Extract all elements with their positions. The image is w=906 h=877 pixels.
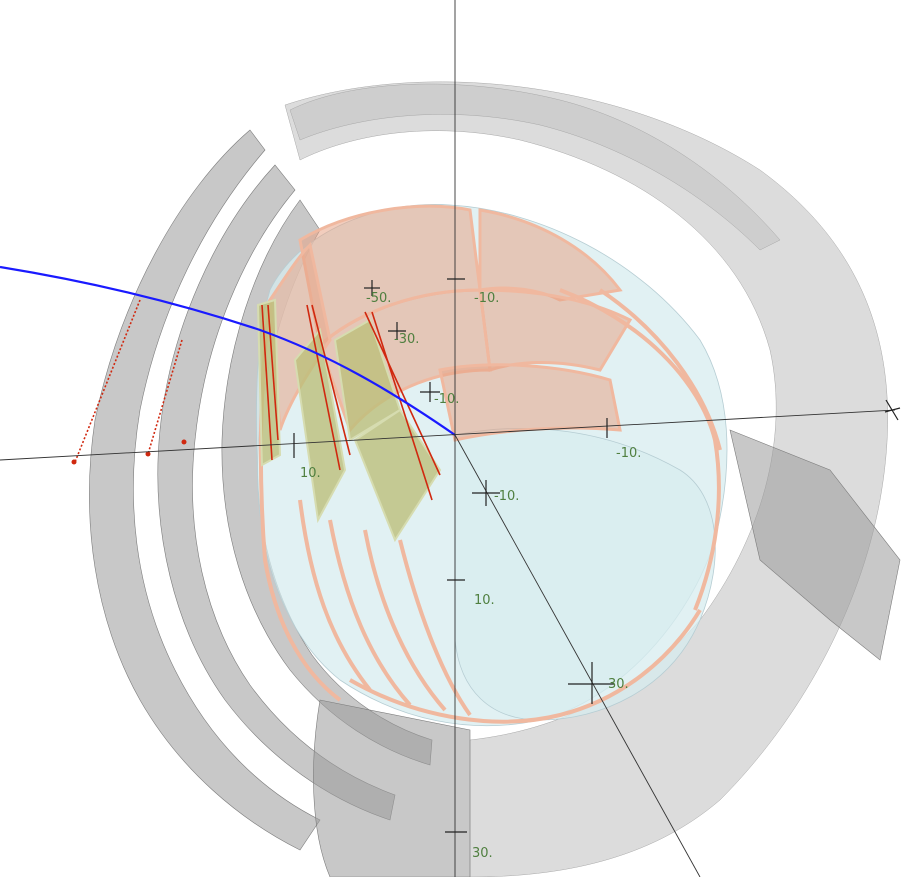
red-line-6	[371, 311, 433, 501]
tick-labels: -50. -10. -30. -10. -10. -10. 10. 10. 30…	[300, 291, 641, 861]
red-line-3	[306, 304, 341, 471]
tick-label-lower-a: 10.	[474, 593, 495, 608]
red-point-1	[71, 459, 77, 465]
rib-1	[559, 288, 721, 611]
olive-panel-4	[353, 408, 442, 543]
red-point-2	[145, 451, 151, 457]
red-lines	[74, 299, 441, 501]
salmon-panel-2	[478, 208, 623, 302]
salmon-panel-6	[268, 241, 332, 431]
tick-label-mid-b: -10.	[434, 392, 459, 407]
tick-label-bottom-a: 30.	[472, 846, 493, 861]
red-line-2	[267, 304, 279, 441]
outer-shell-right	[284, 81, 888, 877]
tick-mid	[388, 322, 440, 402]
rib-2	[598, 288, 722, 451]
rib-6	[363, 529, 447, 712]
red-points	[71, 439, 187, 465]
tick-label-lower-b: 30.	[608, 677, 629, 692]
tick-marks	[293, 278, 901, 833]
olive-panel-2	[293, 327, 347, 524]
tick-label-center-a: -10.	[494, 489, 519, 504]
outer-shell-top	[289, 83, 781, 251]
tick-lower	[447, 579, 614, 704]
axis-diagonal	[454, 434, 701, 877]
tick-label-top-b: -10.	[474, 291, 499, 306]
tick-label-left-a: 10.	[300, 466, 321, 481]
tick-top	[364, 278, 465, 296]
red-line-7	[74, 299, 141, 463]
outer-shell-left-1	[89, 129, 321, 851]
tick-label-top-a: -50.	[366, 291, 391, 306]
gray-outer-shells	[89, 81, 901, 877]
outer-shell-bottom	[313, 699, 471, 877]
red-line-4	[311, 304, 351, 456]
outer-shell-right-fin	[729, 429, 901, 661]
tick-right	[606, 399, 901, 438]
rib-8	[349, 608, 702, 724]
blue-curve	[0, 265, 456, 436]
axis-horizontal	[0, 409, 896, 461]
olive-panel-1	[256, 298, 282, 467]
red-point-3	[181, 439, 187, 445]
cylinder-end-cap	[454, 428, 716, 721]
salmon-panel-5	[438, 363, 622, 442]
red-line-5	[364, 311, 441, 476]
tick-label-mid-a: -30.	[394, 332, 419, 347]
rib-7	[398, 539, 472, 717]
tick-label-right-a: -10.	[616, 446, 641, 461]
rib-5	[328, 519, 412, 707]
cylinder-ribs	[258, 288, 722, 724]
tick-center	[472, 480, 500, 506]
rib-4	[298, 499, 372, 692]
